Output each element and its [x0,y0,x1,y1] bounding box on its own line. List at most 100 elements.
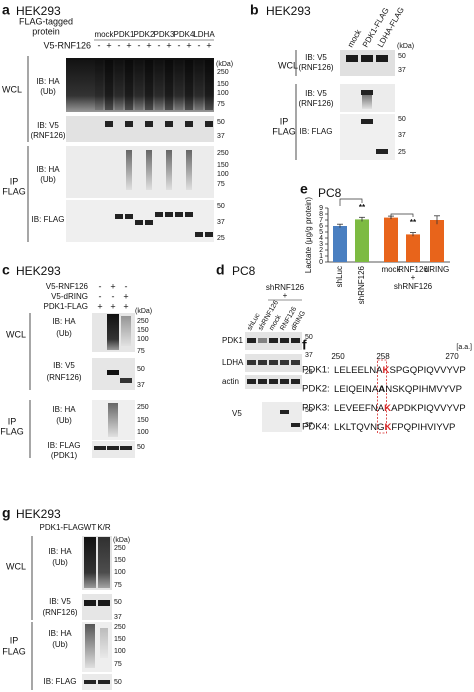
positions: 250 [331,352,345,361]
wcl-v5: IB: V5 [49,597,71,606]
kda-marker: 150 [217,81,229,88]
kda-marker: 50 [217,119,225,126]
band [269,379,278,384]
ip-ha: IB: HA [52,405,76,414]
smear [108,403,118,437]
kda-marker: 150 [137,327,149,334]
band [185,212,193,217]
wcl-ha: (Ub) [56,329,72,338]
ip-label: IP [10,635,19,645]
kda-marker: 50 [305,334,313,341]
rows: V5-dRING [51,292,88,301]
bar [406,234,420,262]
signs: - [138,40,141,50]
bar [355,219,369,262]
y-tick-label: 7 [319,217,323,224]
x-tick-label: RNF126 [398,265,428,274]
kda-marker: 37 [217,133,225,140]
smear [186,150,192,190]
kda-marker: 75 [217,101,225,108]
rows: PDK1 [222,336,243,345]
x-tick-label: shLuc [335,266,344,287]
rows: V5 [232,409,242,418]
sequence-site: K [383,365,390,376]
lane [115,60,123,110]
band [120,446,132,450]
lane [185,60,193,110]
band [280,360,289,365]
panel-label: e [300,181,308,197]
y-tick-label: 2 [319,247,323,254]
wcl-ha: IB: HA [36,77,60,86]
kda-marker: 150 [137,417,149,424]
unit: (kDa) [113,537,130,544]
y-tick-label: 8 [319,211,323,218]
band [125,214,133,219]
smear [146,150,152,190]
wcl-ha: (Ub) [52,558,68,567]
y-tick-label: 0 [319,259,323,266]
sequence: LEIQEINAANSKQPIHMVYVP [334,384,462,395]
wcl-v5: (RNF126) [46,373,81,382]
ip-ha: (Ub) [56,416,72,425]
sequence-post: SPGQPIQVVYVP [389,365,465,376]
y-tick-label: 5 [319,229,323,236]
unit: (kDa) [397,43,414,50]
band [107,370,119,375]
kda-marker: 50 [137,444,145,451]
lane [95,60,103,110]
label: d [216,262,225,278]
wcl-v5: (RNF126) [42,608,77,617]
kda-marker: 37 [137,382,145,389]
band [125,121,133,127]
wcl: WCL [2,84,22,94]
ip-label: FLAG [2,186,26,196]
sequence-post: NSKQPIHMVYVP [385,384,462,395]
band [269,360,278,365]
bar [430,220,444,262]
smear [98,537,110,588]
lane [205,60,213,110]
sequence-post: FPQPIHVIYVP [391,422,455,433]
kda-marker: 50 [398,53,406,60]
sequence: LKLTQVNGKFPQPIHVIYVP [334,422,455,433]
lanes: WT [84,523,97,532]
lane [175,60,183,110]
sequence-site: K [384,403,391,414]
cell: HEK293 [16,264,61,278]
blot [340,50,395,76]
band [145,220,153,225]
band [280,410,289,414]
kda-marker: 150 [114,636,126,643]
kda-marker: 75 [217,181,225,188]
band [98,600,110,606]
signs: + [97,301,102,311]
lanes: PDK2 [134,30,155,39]
band [247,360,256,365]
wcl-ha: (Ub) [40,87,56,96]
annotation: ** [410,218,417,227]
band [205,121,213,127]
row: V5-RNF126 [43,40,91,50]
kda-marker: 250 [114,545,126,552]
band [291,379,300,384]
ip-flag: IB: FLAG [44,677,77,686]
signs: - [158,40,161,50]
y-tick-label: 1 [319,253,323,260]
smear [166,150,172,190]
site-box [377,359,387,434]
x-tick-label: mock [381,265,401,274]
band [280,338,289,343]
signs: + [123,301,128,311]
band [115,214,123,219]
smear [85,624,95,668]
band [175,212,183,217]
ip-label: IP [280,116,289,126]
band [195,232,203,237]
kda-marker: 50 [114,679,122,686]
wcl: WCL [6,329,26,339]
ip-label: FLAG [2,646,26,656]
signs: + [110,301,115,311]
